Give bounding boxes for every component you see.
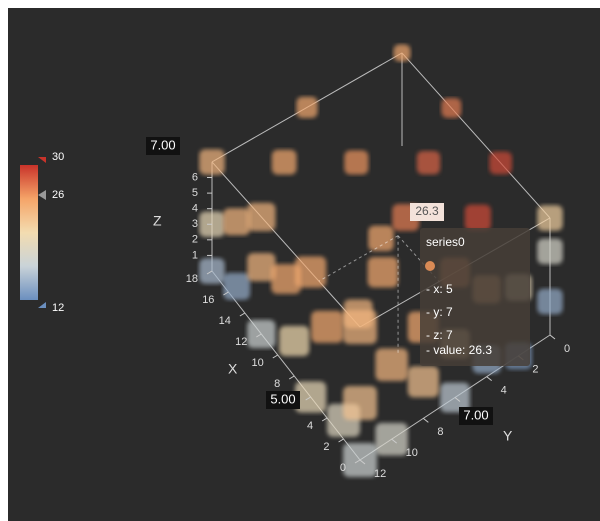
point [247, 203, 275, 231]
point [311, 311, 343, 343]
point [272, 150, 297, 175]
y-axis-name: Y [503, 428, 513, 444]
point [343, 386, 377, 420]
point [368, 257, 398, 287]
point [223, 208, 250, 235]
x-tick-label: 18 [186, 273, 198, 285]
x-tick-label: 12 [235, 336, 247, 348]
page: 024681012141618024681012123456 X Y Z 7.0… [0, 0, 600, 521]
visual-map-label: 26 [52, 189, 64, 201]
y-tick-label: 12 [374, 468, 386, 480]
point [375, 348, 408, 381]
value-pointer-label: 26.3 [415, 204, 439, 218]
point [199, 149, 225, 175]
tooltip: series0 - x: 5 - y: 7 - z: 7 - value: 26… [420, 228, 530, 366]
point [417, 151, 440, 174]
point [537, 289, 563, 315]
tooltip-title: series0 [426, 235, 465, 249]
x-tick-label: 4 [307, 420, 313, 432]
point [537, 239, 563, 265]
point [394, 44, 411, 61]
point [537, 205, 563, 231]
z-tick-label: 3 [192, 218, 198, 230]
z-tick-label: 1 [192, 249, 198, 261]
x-tick-label: 8 [274, 378, 280, 390]
z-pointer-label: 7.00 [150, 137, 175, 152]
chart: 024681012141618024681012123456 X Y Z 7.0… [0, 0, 600, 521]
y-tick-label: 10 [406, 447, 418, 459]
point [465, 205, 491, 231]
y-tick-label: 8 [437, 426, 443, 438]
z-axis-name: Z [153, 213, 162, 229]
visual-map-label: 30 [52, 151, 64, 163]
point [368, 226, 394, 252]
tooltip-marker [425, 261, 435, 271]
x-tick-label: 14 [219, 315, 231, 327]
x-tick-label: 10 [252, 357, 264, 369]
visual-map-bar [20, 165, 38, 300]
point [279, 326, 309, 356]
point [344, 150, 368, 174]
y-tick-label: 2 [532, 364, 538, 376]
point [441, 98, 461, 118]
z-tick-label: 4 [192, 203, 198, 215]
point [223, 273, 250, 300]
point [343, 310, 377, 344]
x-axis-name: X [228, 361, 238, 377]
y-pointer-label: 7.00 [463, 407, 488, 422]
x-pointer-label: 5.00 [270, 391, 295, 406]
point [296, 97, 317, 118]
tooltip-line: - y: 7 [426, 305, 453, 319]
tooltip-line: - value: 26.3 [426, 343, 492, 357]
tooltip-line: - x: 5 [426, 282, 453, 296]
z-tick-label: 5 [192, 187, 198, 199]
point [489, 152, 512, 175]
point [408, 366, 439, 397]
point [295, 256, 326, 287]
z-tick-label: 2 [192, 234, 198, 246]
x-tick-label: 2 [323, 441, 329, 453]
x-tick-label: 16 [202, 294, 214, 306]
z-tick-label: 6 [192, 171, 198, 183]
y-tick-label: 0 [564, 343, 570, 355]
y-tick-label: 4 [501, 385, 507, 397]
visual-map-label: 12 [52, 302, 64, 314]
tooltip-line: - z: 7 [426, 328, 453, 342]
x-tick-label: 0 [340, 462, 346, 474]
